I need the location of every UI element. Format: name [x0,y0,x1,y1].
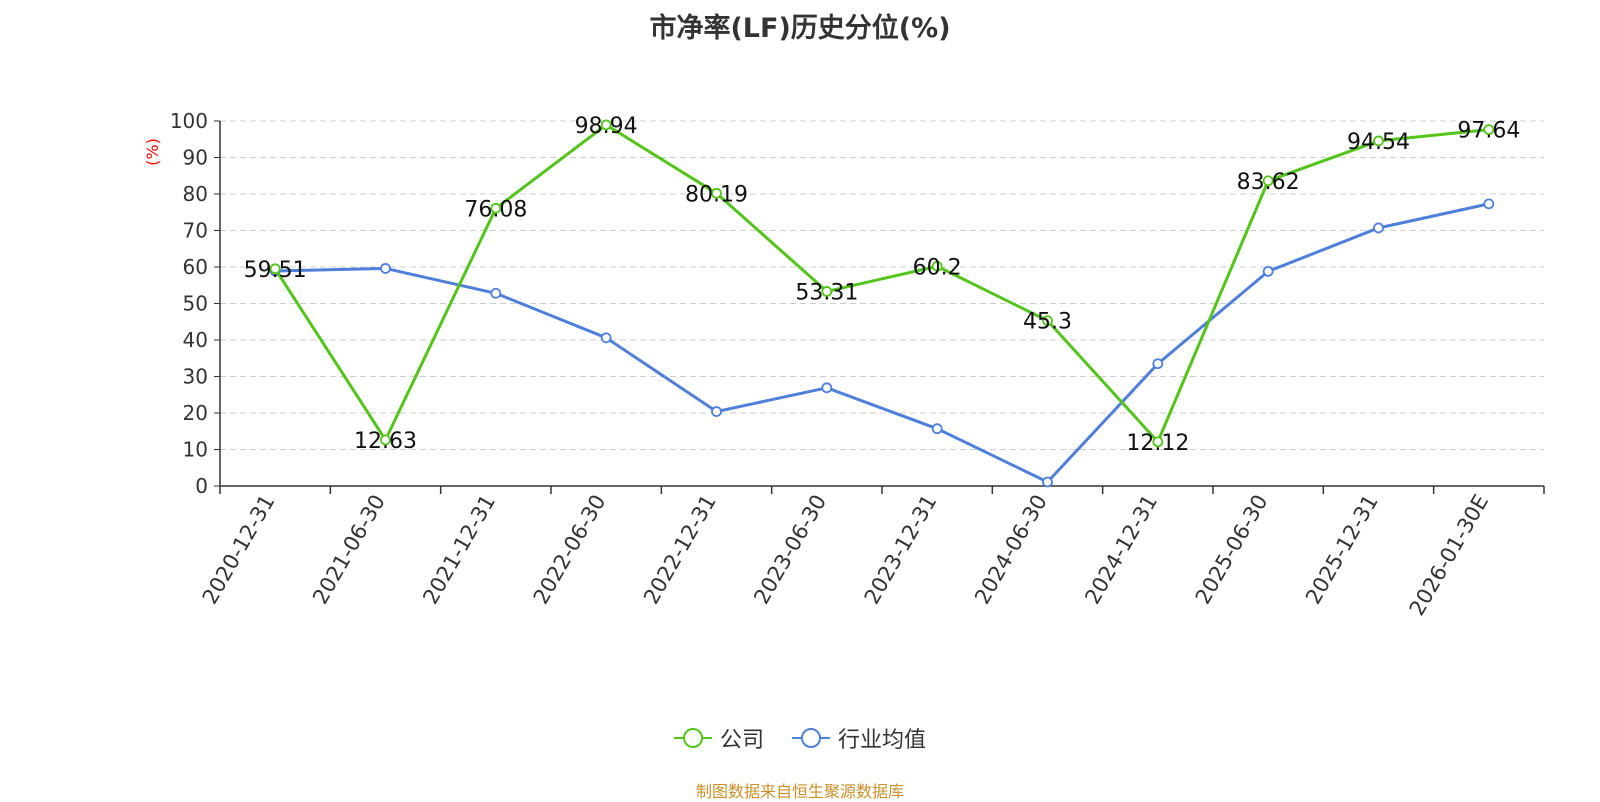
y-axis-label: (%) [143,138,162,166]
data-label: 59.51 [244,258,307,283]
data-point[interactable] [1483,124,1495,136]
x-tick-label: 2021-06-30 [308,491,390,609]
data-point[interactable] [821,382,833,394]
y-tick-label: 50 [183,292,208,316]
x-tick-label: 2025-06-30 [1191,491,1273,609]
series-line-1 [275,202,1490,484]
x-tick-label: 2023-12-31 [860,491,942,609]
data-point[interactable] [931,423,943,435]
data-label: 53.31 [795,280,858,305]
data-point[interactable] [1373,135,1384,147]
data-point[interactable] [931,260,943,272]
data-point[interactable] [1373,222,1384,234]
data-label: 76.08 [464,197,527,222]
data-point[interactable] [1152,358,1164,370]
data-point[interactable] [1483,198,1495,210]
legend-item-industry-average[interactable]: 行业均值 [792,722,926,754]
data-point[interactable] [600,119,612,131]
data-point[interactable] [269,263,281,275]
x-tick-label: 2025-12-31 [1301,491,1383,609]
data-label: 83.62 [1237,170,1300,195]
data-label: 98.94 [575,114,638,139]
y-tick-label: 10 [183,438,208,462]
data-labels: 59.51 12.63 76.08 98.94 80.19 53.31 60.2 45.3 12… [244,114,1521,456]
legend-line-circle-icon [673,728,712,748]
y-tick-label: 90 [183,146,208,170]
data-label: 12.12 [1126,431,1189,456]
data-label: 97.64 [1457,119,1520,144]
series-line-0 [273,123,1489,444]
data-point[interactable] [1042,315,1053,327]
y-tick-label: 70 [183,219,208,243]
data-label: 45.3 [1023,310,1072,335]
data-label: 60.2 [913,255,962,280]
data-point[interactable] [711,406,722,417]
data-point[interactable] [1042,476,1053,488]
series [269,119,1495,488]
x-tick-label: 2024-06-30 [970,491,1052,609]
x-tick-label: 2026-01-30E [1405,491,1493,620]
y-tick-label: 40 [183,328,208,352]
legend-label-company: 公司 [719,728,764,753]
y-tick-label: 60 [183,255,208,279]
data-label: 12.63 [354,429,417,454]
data-point[interactable] [1262,175,1274,187]
data-point[interactable] [490,202,502,214]
y-tick-label: 80 [183,182,208,206]
y-tick-label: 20 [183,401,208,425]
y-tick-label: 100 [170,109,208,133]
data-label: 80.19 [685,182,748,207]
legend: 公司 行业均值 [0,722,1600,754]
data-point[interactable] [380,263,391,274]
data-label: 94.54 [1347,130,1410,155]
legend-label-industry-average: 行业均值 [838,728,927,753]
axes [214,120,1545,494]
chart-title: 市净率(LF)历史分位(%) [649,13,951,44]
x-tick-label: 2020-12-31 [198,491,280,609]
y-tick-labels: 0 10 20 30 40 50 60 70 80 90 100 [170,109,208,498]
grid-lines [220,120,1544,450]
x-tick-label: 2023-06-30 [749,491,831,609]
data-point[interactable] [711,187,722,199]
data-point[interactable] [380,434,391,446]
data-point[interactable] [1152,436,1164,448]
x-tick-label: 2022-12-31 [639,491,721,609]
x-tick-label: 2021-12-31 [418,491,500,609]
source-note: 制图数据来自恒生聚源数据库 [695,782,904,801]
data-point[interactable] [821,286,833,297]
x-tick-labels: 2020-12-31 2021-06-30 2021-12-31 2022-06-30… [198,491,1493,620]
x-tick-label: 2022-06-30 [529,491,611,609]
x-tick-label: 2024-12-31 [1080,491,1162,609]
y-tick-label: 30 [183,365,208,389]
legend-item-company[interactable]: 公司 [673,722,764,754]
data-point[interactable] [1262,265,1274,277]
y-tick-label: 0 [195,474,208,498]
data-point[interactable] [490,287,502,299]
data-point[interactable] [600,332,612,344]
legend-line-circle-icon [792,728,830,748]
